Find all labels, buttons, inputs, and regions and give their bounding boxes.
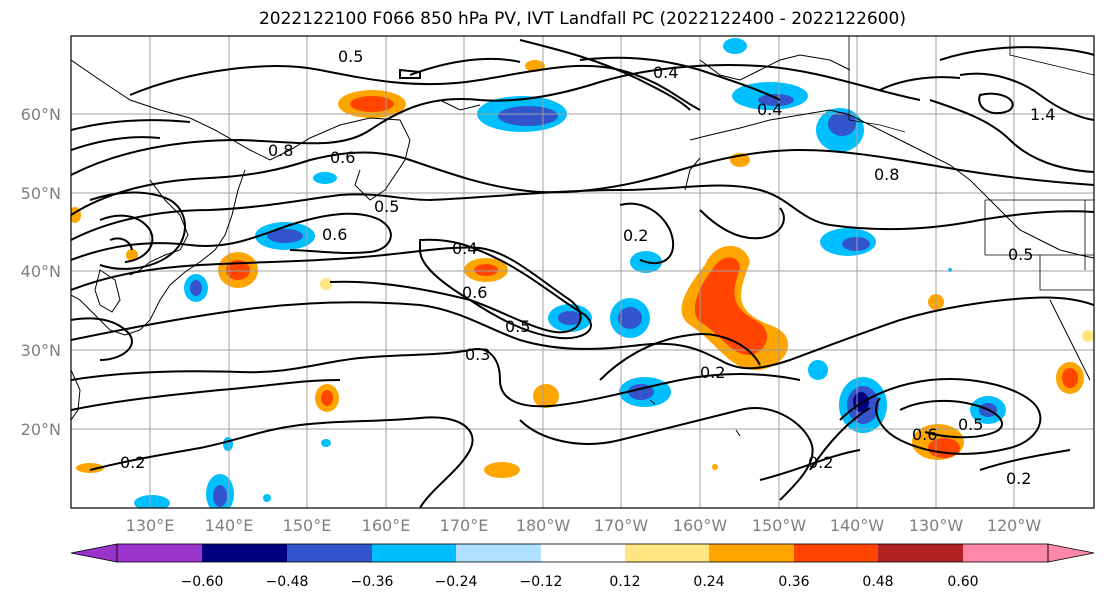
contour-label: 0.2 — [808, 453, 833, 472]
gridlines — [71, 36, 1094, 508]
lon-label: 150°E — [283, 516, 332, 535]
contour-label: 1.4 — [1030, 105, 1055, 124]
contour-label: 0.6 — [912, 425, 937, 444]
lon-label: 130°E — [126, 516, 175, 535]
lon-label: 160°W — [673, 516, 728, 535]
colorbar-tick: 0.24 — [693, 574, 724, 590]
contour-label: 0.5 — [958, 415, 983, 434]
contour-label: 0.8 — [874, 165, 899, 184]
contour-label: 0.6 — [462, 283, 487, 302]
lon-label: 120°W — [987, 516, 1042, 535]
pv-shading — [71, 38, 1094, 508]
colorbar-tick: 0.48 — [862, 574, 893, 590]
contour-label: 0.2 — [700, 363, 725, 382]
lon-label: 150°W — [752, 516, 807, 535]
colorbar-bin — [878, 544, 963, 562]
contour-label: 0.5 — [1008, 245, 1033, 264]
colorbar-bin — [202, 544, 287, 562]
lon-label: 170°W — [594, 516, 649, 535]
contour-label: 0.8 — [268, 141, 293, 160]
lon-label: 180°W — [516, 516, 571, 535]
colorbar-tick: −0.36 — [351, 574, 394, 590]
lat-labels: 60°N 50°N 40°N 30°N 20°N — [21, 105, 61, 439]
colorbar-tick: −0.12 — [520, 574, 563, 590]
colorbar-tick: −0.60 — [181, 574, 224, 590]
lon-label: 160°E — [362, 516, 411, 535]
colorbar-tick: 0.12 — [609, 574, 640, 590]
contour-label: 0.2 — [120, 453, 145, 472]
colorbar-bin — [372, 544, 456, 562]
colorbar-bin — [963, 544, 1048, 562]
contour-label: 0.4 — [757, 100, 782, 119]
contour-label: 0.5 — [505, 317, 530, 336]
contour-label: 0.5 — [338, 47, 363, 66]
contour-label: 0.2 — [1006, 469, 1031, 488]
contour-label: 0.6 — [322, 225, 347, 244]
colorbar-tick: 0.36 — [778, 574, 809, 590]
colorbar-outline — [116, 543, 1049, 563]
colorbar-bin — [541, 544, 625, 562]
colorbar-bin — [287, 544, 372, 562]
lat-label: 20°N — [21, 420, 61, 439]
colorbar-bin — [117, 544, 202, 562]
colorbar: −0.60 −0.48 −0.36 −0.24 −0.12 0.12 0.24 … — [70, 543, 1095, 590]
colorbar-bin — [709, 544, 794, 562]
colorbar-tick: 0.60 — [947, 574, 978, 590]
contour-label: 0.5 — [374, 197, 399, 216]
contour-label: 0.6 — [330, 148, 355, 167]
colorbar-min-extend — [70, 543, 118, 563]
colorbar-bin — [456, 544, 541, 562]
lat-label: 50°N — [21, 184, 61, 203]
lon-label: 130°W — [909, 516, 964, 535]
lon-label: 140°W — [830, 516, 885, 535]
lon-labels: 130°E 140°E 150°E 160°E 170°E 180°W 170°… — [126, 516, 1042, 535]
lon-label: 140°E — [205, 516, 254, 535]
colorbar-bin — [625, 544, 709, 562]
lat-label: 60°N — [21, 105, 61, 124]
colorbar-bin — [794, 544, 878, 562]
pc-contours — [71, 39, 1094, 508]
colorbar-tick: −0.48 — [266, 574, 309, 590]
colorbar-ticks: −0.60 −0.48 −0.36 −0.24 −0.12 0.12 0.24 … — [181, 574, 979, 590]
lat-label: 40°N — [21, 262, 61, 281]
contour-label: 0.4 — [452, 239, 477, 258]
lon-label: 170°E — [440, 516, 489, 535]
contour-label: 0.2 — [623, 226, 648, 245]
contour-label: 0.4 — [653, 63, 678, 82]
map-frame — [70, 35, 1095, 509]
colorbar-max-extend — [1047, 543, 1095, 563]
contour-label: 0.3 — [465, 345, 490, 364]
map-title: 2022122100 F066 850 hPa PV, IVT Landfall… — [258, 9, 906, 29]
contour-labels: 0.5 0.4 0.8 0.6 0.6 0.5 0.8 0.2 0.4 0.5 … — [120, 47, 1055, 488]
colorbar-tick: −0.24 — [435, 574, 478, 590]
lat-label: 30°N — [21, 341, 61, 360]
map-area — [71, 36, 1094, 508]
